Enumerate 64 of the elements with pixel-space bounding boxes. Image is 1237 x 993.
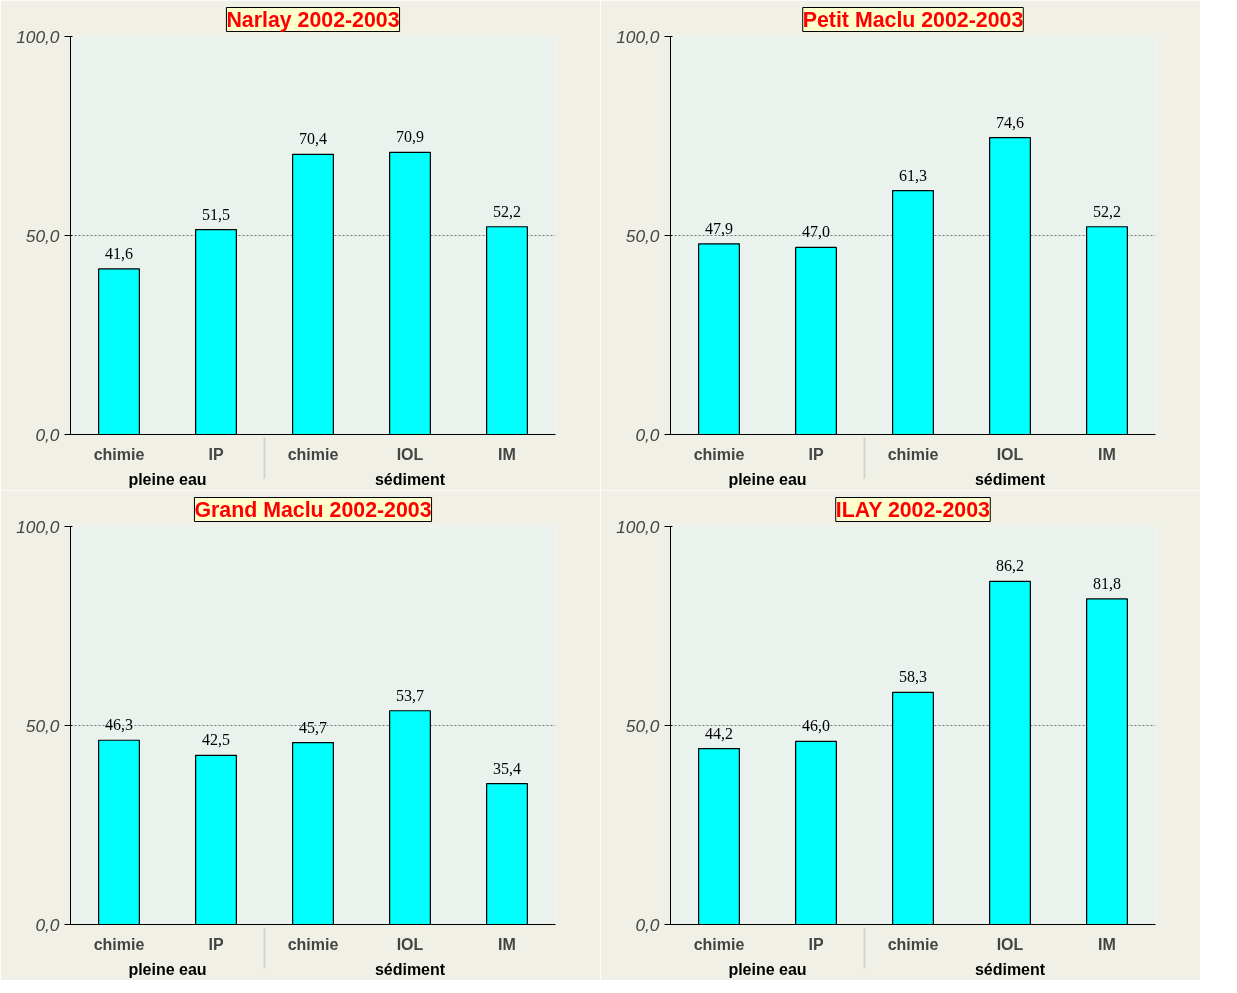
x-tick-label: chimie xyxy=(93,935,145,953)
x-tick-label: IOL xyxy=(396,935,424,953)
data-label: 53,7 xyxy=(396,686,424,704)
x-tick-label: chimie xyxy=(887,935,939,953)
data-label: 46,3 xyxy=(105,716,133,734)
chart-title: Grand Maclu 2002-2003 xyxy=(194,497,432,522)
x-tick-label: chimie xyxy=(693,935,745,953)
data-label: 42,5 xyxy=(202,731,230,749)
text: pleine eau xyxy=(728,470,807,488)
y-tick-label: 0,0 xyxy=(635,914,660,935)
x-tick-label: chimie xyxy=(287,445,339,463)
x-tick-label: IM xyxy=(498,935,516,953)
x-tick-label: chimie xyxy=(93,445,145,463)
y-tick-label: 100,0 xyxy=(616,516,660,537)
text: pleine eau xyxy=(128,470,207,488)
data-label: 86,2 xyxy=(996,557,1024,575)
x-tick-label: IM xyxy=(498,445,516,463)
y-tick-label: 50,0 xyxy=(625,715,660,736)
chart-title: Narlay 2002-2003 xyxy=(226,7,400,32)
x-tick-label: IP xyxy=(208,935,224,953)
data-label: 81,8 xyxy=(1093,574,1121,592)
chart-title: ILAY 2002-2003 xyxy=(835,497,991,522)
x-tick-label: chimie xyxy=(287,935,339,953)
y-tick-label: 50,0 xyxy=(25,225,60,246)
text: sédiment xyxy=(974,960,1046,978)
y-tick-label: 0,0 xyxy=(35,424,60,445)
text: sédiment xyxy=(374,470,446,488)
y-tick-label: 50,0 xyxy=(25,715,60,736)
chart-title: Petit Maclu 2002-2003 xyxy=(802,7,1024,32)
x-tick-label: IOL xyxy=(996,935,1024,953)
y-tick-label: 50,0 xyxy=(625,225,660,246)
x-tick-label: IP xyxy=(808,445,824,463)
x-tick-label: chimie xyxy=(887,445,939,463)
x-tick-label: IOL xyxy=(996,445,1024,463)
data-label: 52,2 xyxy=(1093,202,1121,220)
data-label: 44,2 xyxy=(705,724,733,742)
y-tick-label: 0,0 xyxy=(35,914,60,935)
data-label: 45,7 xyxy=(299,718,327,736)
data-label: 46,0 xyxy=(802,717,830,735)
text: sédiment xyxy=(974,470,1046,488)
y-tick-label: 100,0 xyxy=(16,516,60,537)
data-label: 58,3 xyxy=(899,668,927,686)
y-tick-label: 0,0 xyxy=(635,424,660,445)
x-tick-label: IM xyxy=(1098,445,1116,463)
x-tick-label: IM xyxy=(1098,935,1116,953)
data-label: 35,4 xyxy=(493,759,521,777)
text: sédiment xyxy=(374,960,446,978)
x-tick-label: chimie xyxy=(693,445,745,463)
data-label: 70,4 xyxy=(299,130,327,148)
data-label: 51,5 xyxy=(202,205,230,223)
data-label: 47,0 xyxy=(802,223,830,241)
data-label: 47,9 xyxy=(705,219,733,237)
data-label: 70,9 xyxy=(396,128,424,146)
x-tick-label: IP xyxy=(208,445,224,463)
x-tick-label: IOL xyxy=(396,445,424,463)
data-label: 41,6 xyxy=(105,244,133,262)
text: pleine eau xyxy=(128,960,207,978)
y-tick-label: 100,0 xyxy=(16,26,60,47)
y-tick-label: 100,0 xyxy=(616,26,660,47)
data-label: 74,6 xyxy=(996,113,1024,131)
x-tick-label: IP xyxy=(808,935,824,953)
data-label: 52,2 xyxy=(493,202,521,220)
text: pleine eau xyxy=(728,960,807,978)
data-label: 61,3 xyxy=(899,166,927,184)
